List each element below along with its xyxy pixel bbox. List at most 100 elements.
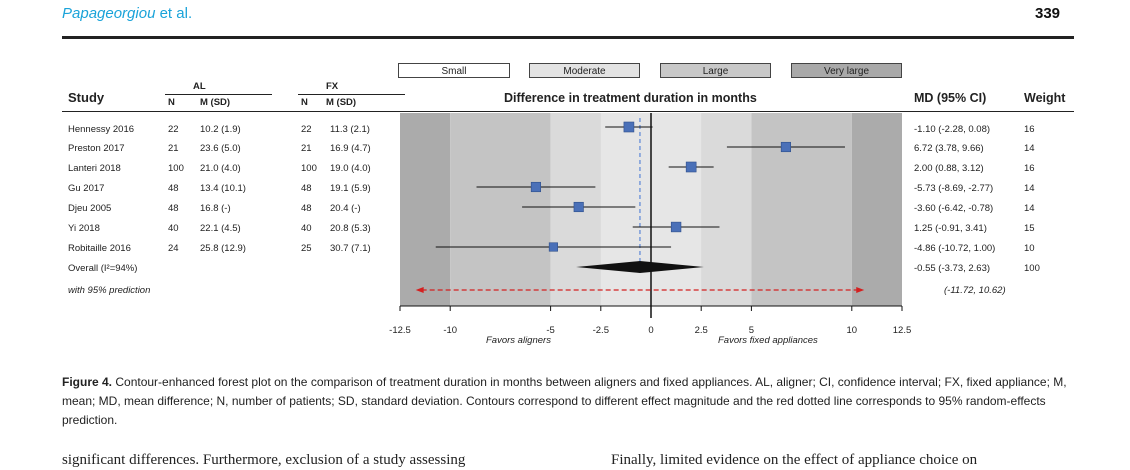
band-very-large — [851, 113, 902, 306]
fx-n: 40 — [301, 223, 312, 234]
fx-n-header: N — [301, 97, 308, 108]
body-text-right-column: Finally, limited evidence on the effect … — [611, 452, 978, 468]
md-ci: 2.00 (0.88, 3.12) — [914, 163, 984, 174]
prediction-arrow-right — [856, 287, 865, 293]
plot-marks — [415, 113, 865, 318]
al-msd: 23.6 (5.0) — [200, 143, 241, 154]
author-name: Papageorgiou — [62, 5, 156, 22]
point-estimate-marker — [548, 242, 558, 252]
weight: 10 — [1024, 243, 1035, 254]
al-msd: 10.2 (1.9) — [200, 124, 241, 135]
study-name: Preston 2017 — [68, 143, 125, 154]
prediction-label: with 95% prediction — [68, 285, 151, 296]
fx-n: 22 — [301, 124, 312, 135]
fx-msd-header: M (SD) — [326, 97, 357, 108]
fx-msd: 19.0 (4.0) — [330, 163, 371, 174]
body-text-left-column: significant differences. Furthermore, ex… — [62, 452, 466, 468]
fx-header-rule — [298, 94, 405, 95]
weight: 16 — [1024, 163, 1035, 174]
weight-header: Weight — [1024, 91, 1066, 105]
md-ci: 1.25 (-0.91, 3.41) — [914, 223, 987, 234]
figure-label: Figure 4. — [62, 375, 113, 389]
fx-msd: 30.7 (7.1) — [330, 243, 371, 254]
md-ci: -3.60 (-6.42, -0.78) — [914, 203, 994, 214]
md-header: MD (95% CI) — [914, 91, 987, 105]
fx-msd: 20.4 (-) — [330, 203, 361, 214]
study-name: Yi 2018 — [68, 223, 100, 234]
legend-small: Small — [398, 63, 510, 78]
al-header-rule — [165, 94, 272, 95]
band-large — [450, 113, 551, 306]
weight: 16 — [1024, 124, 1035, 135]
overall-diamond — [576, 261, 704, 273]
al-n: 24 — [168, 243, 179, 254]
fx-n: 21 — [301, 143, 312, 154]
point-estimate-marker — [670, 221, 682, 233]
overall-label: Overall (I²=94%) — [68, 263, 138, 274]
weight: 14 — [1024, 203, 1035, 214]
favors-aligners-label: Favors aligners — [486, 335, 551, 346]
md-ci: 6.72 (3.78, 9.66) — [914, 143, 984, 154]
x-tick-label: 2.5 — [695, 325, 708, 336]
al-n: 100 — [168, 163, 184, 174]
md-ci: -5.73 (-8.69, -2.77) — [914, 183, 994, 194]
plot-title: Difference in treatment duration in mont… — [504, 91, 757, 105]
weight: 14 — [1024, 183, 1035, 194]
fx-n: 48 — [301, 183, 312, 194]
x-axis: -12.5 -10 -5 -2.5 0 2.5 5 10 12.5 — [389, 305, 912, 336]
al-msd: 25.8 (12.9) — [200, 243, 246, 254]
study-name: Robitaille 2016 — [68, 243, 131, 254]
running-header-authors: Papageorgiou et al. — [62, 5, 192, 22]
legend-large: Large — [660, 63, 771, 78]
weight: 15 — [1024, 223, 1035, 234]
x-tick-label: 10 — [847, 325, 858, 336]
x-tick-label: 5 — [749, 325, 754, 336]
point-estimate-marker — [623, 121, 635, 133]
study-name: Djeu 2005 — [68, 203, 112, 214]
legend-very-large: Very large — [791, 63, 902, 78]
md-ci: -1.10 (-2.28, 0.08) — [914, 124, 991, 135]
fx-n: 100 — [301, 163, 317, 174]
fx-msd: 11.3 (2.1) — [330, 124, 370, 135]
al-n: 22 — [168, 124, 179, 135]
fx-n: 48 — [301, 203, 312, 214]
fx-msd: 16.9 (4.7) — [330, 143, 371, 154]
overall-md-ci: -0.55 (-3.73, 2.63) — [914, 263, 991, 274]
legend-moderate: Moderate — [529, 63, 640, 78]
fx-group-header: FX — [326, 81, 339, 92]
fx-msd: 20.8 (5.3) — [330, 223, 371, 234]
al-msd: 21.0 (4.0) — [200, 163, 241, 174]
md-ci: -4.86 (-10.72, 1.00) — [914, 243, 996, 254]
study-name: Lanteri 2018 — [68, 163, 121, 174]
x-tick-label: 12.5 — [893, 325, 912, 336]
band-large — [751, 113, 852, 306]
al-n: 21 — [168, 143, 179, 154]
al-msd-header: M (SD) — [200, 97, 231, 108]
point-estimate-marker — [573, 201, 584, 213]
study-name: Gu 2017 — [68, 183, 105, 194]
al-n: 40 — [168, 223, 179, 234]
page-number: 339 — [1035, 5, 1061, 22]
al-msd: 13.4 (10.1) — [200, 183, 246, 194]
point-estimate-marker — [780, 141, 791, 153]
table-header-rule — [62, 111, 1074, 112]
prediction-interval: (-11.72, 10.62) — [944, 285, 1006, 296]
caption-text: Contour-enhanced forest plot on the comp… — [62, 375, 1067, 427]
x-tick-label: -12.5 — [389, 325, 411, 336]
al-group-header: AL — [193, 81, 206, 92]
study-name: Hennessy 2016 — [68, 124, 135, 135]
figure-caption: Figure 4. Contour-enhanced forest plot o… — [62, 373, 1074, 430]
al-n: 48 — [168, 183, 179, 194]
weight: 14 — [1024, 143, 1035, 154]
header-rule — [62, 36, 1074, 39]
favors-fixed-label: Favors fixed appliances — [718, 335, 818, 346]
x-tick-label: 0 — [648, 325, 653, 336]
al-n: 48 — [168, 203, 179, 214]
al-msd: 22.1 (4.5) — [200, 223, 241, 234]
author-suffix: et al. — [155, 5, 193, 22]
x-tick-label: -10 — [443, 325, 457, 336]
overall-weight: 100 — [1024, 263, 1040, 274]
point-estimate-marker — [685, 161, 697, 173]
fx-msd: 19.1 (5.9) — [330, 183, 371, 194]
